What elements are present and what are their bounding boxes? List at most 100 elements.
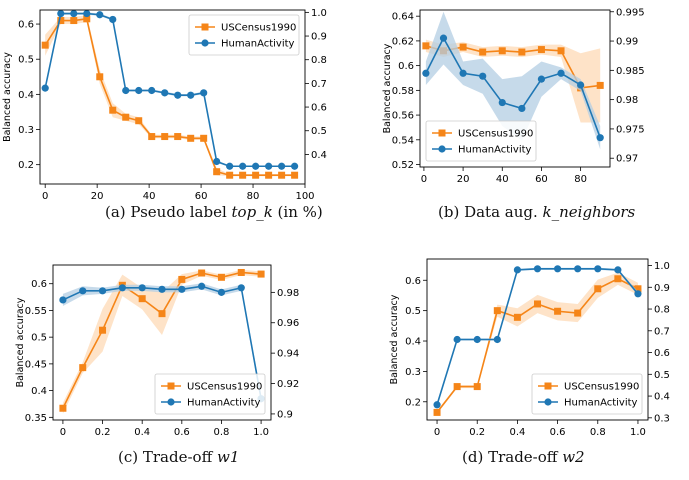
x-tick-label: 1.0 — [253, 427, 269, 438]
data-point — [122, 86, 130, 95]
x-tick-label: 0 — [42, 191, 48, 202]
data-point — [533, 265, 542, 273]
data-point — [634, 290, 642, 298]
y2-tick-label: 0.5 — [654, 370, 670, 381]
data-point — [278, 171, 286, 179]
legend-label: HumanActivity — [221, 39, 295, 50]
confidence-band — [425, 11, 601, 150]
y-tick-label: 0.6 — [405, 276, 421, 287]
data-point — [453, 383, 461, 391]
x-tick-label: 0.4 — [134, 427, 150, 438]
legend-box — [154, 373, 266, 415]
data-point — [96, 11, 104, 19]
y2-tick-label: 0.7 — [311, 79, 327, 90]
data-point — [537, 46, 545, 54]
y-tick-label: 0.64 — [392, 12, 414, 23]
data-point — [459, 43, 467, 51]
chart-1: 0 20 40 60 80 100 0.2 0.3 0.4 0.5 0.6 0.4 0.5 0.6 0.7 0… — [2, 8, 327, 202]
x-tick-label: 1.0 — [630, 427, 646, 438]
data-point — [614, 266, 622, 274]
data-point — [473, 335, 481, 344]
legend-box — [531, 373, 643, 415]
chart-3: 0 0.2 0.4 0.6 0.8 1.0 0.35 0.4 0.45 0.5 0.55 0.6 0.9… — [15, 264, 299, 438]
data-point — [498, 47, 506, 55]
data-point — [239, 171, 247, 179]
y2-tick-label: 0.99 — [616, 37, 638, 48]
y2-tick-label: 0.9 — [277, 409, 293, 420]
y2-tick-label: 0.3 — [654, 413, 670, 424]
y2-tick-label: 0.7 — [654, 326, 670, 337]
data-point — [59, 404, 67, 412]
y2-tick-label: 0.8 — [654, 305, 670, 316]
data-point — [278, 162, 286, 170]
data-point — [534, 300, 541, 308]
y-tick-label: 0.5 — [18, 55, 34, 66]
caption-b-math: k_neighbors — [542, 203, 636, 221]
data-point — [138, 284, 146, 292]
legend-label: HumanActivity — [564, 398, 638, 409]
x-tick-label: 20 — [457, 174, 470, 185]
x-tick-label: 40 — [143, 191, 156, 202]
data-point — [518, 48, 526, 56]
y-tick-label: 0.58 — [392, 86, 414, 97]
data-point — [98, 287, 107, 295]
data-point — [70, 9, 78, 18]
data-point — [83, 15, 91, 23]
confidence-band — [437, 272, 638, 414]
legend-marker — [438, 129, 446, 137]
data-point — [161, 133, 169, 141]
data-point — [422, 69, 430, 77]
legend-marker — [201, 39, 209, 47]
y-axis-label: Balanced accuracy — [389, 294, 400, 384]
data-point — [537, 75, 546, 83]
data-point — [257, 270, 265, 278]
y2-tick-label: 0.92 — [277, 379, 299, 390]
series-uscensus1990 — [59, 268, 265, 414]
data-point — [135, 86, 143, 95]
legend-label: USCensus1990 — [187, 382, 262, 393]
series-humanactivity — [41, 9, 299, 170]
y-tick-label: 0.62 — [392, 36, 414, 47]
legend-marker — [167, 398, 175, 406]
data-point — [217, 288, 226, 296]
confidence-band — [62, 283, 262, 404]
y2-tick-label: 1.0 — [654, 261, 670, 272]
confidence-band — [62, 269, 262, 414]
data-point — [252, 162, 260, 170]
legend-marker — [544, 382, 552, 390]
legend-box — [188, 14, 300, 56]
data-point — [41, 84, 49, 92]
y-tick-label: 0.2 — [405, 397, 421, 408]
data-point — [479, 72, 487, 80]
legend-label: HumanActivity — [458, 145, 532, 156]
legend: USCensus1990 HumanActivity — [188, 14, 300, 56]
data-point — [291, 162, 299, 170]
x-tick-label: 0.2 — [469, 427, 485, 438]
x-tick-label: 0 — [60, 427, 66, 438]
data-point — [138, 295, 146, 303]
data-point — [479, 48, 487, 56]
data-point — [596, 81, 604, 89]
data-point — [217, 273, 225, 281]
data-point — [577, 81, 585, 89]
data-point — [213, 168, 221, 176]
data-point — [200, 134, 208, 142]
y2-tick-label: 0.98 — [277, 288, 299, 299]
y2-tick-label: 0.5 — [311, 126, 327, 137]
caption-a-suffix: (in %) — [272, 203, 323, 221]
data-point — [148, 86, 156, 95]
caption-b-prefix: (b) Data aug. — [438, 203, 543, 221]
data-point — [422, 42, 430, 50]
data-point — [473, 383, 481, 391]
x-tick-label: 80 — [574, 174, 587, 185]
y-tick-label: 0.55 — [25, 306, 47, 317]
y2-tick-label: 0.97 — [616, 154, 638, 165]
data-point — [158, 285, 166, 293]
data-point — [291, 171, 299, 179]
data-point — [70, 17, 78, 25]
plot-frame — [419, 9, 611, 168]
data-point — [198, 269, 206, 277]
y2-tick-label: 0.9 — [654, 283, 670, 294]
data-point — [518, 104, 526, 113]
